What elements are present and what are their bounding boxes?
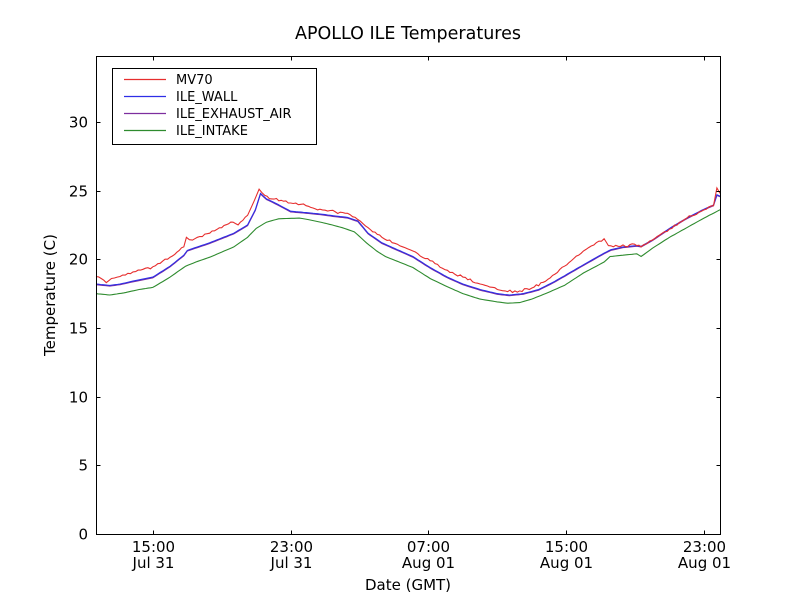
- y-tick-label: 0: [78, 526, 88, 544]
- legend-item-ile_intake: ILE_INTAKE: [124, 124, 248, 139]
- legend-item-ile_exhaust_air: ILE_EXHAUST_AIR: [124, 107, 292, 122]
- legend-label: ILE_INTAKE: [176, 124, 248, 139]
- y-tick-label: 5: [78, 457, 88, 475]
- y-tick-label: 15: [69, 320, 88, 338]
- x-tick-label-date: Aug 01: [540, 554, 593, 572]
- x-tick-label-date: Aug 01: [402, 554, 455, 572]
- y-axis-label: Temperature (C): [41, 234, 59, 357]
- x-tick-label-time: 07:00: [407, 538, 450, 556]
- legend: MV70 ILE_WALL ILE_EXHAUST_AIR ILE_INTAKE: [112, 68, 317, 145]
- legend-item-mv70: MV70: [124, 73, 213, 88]
- legend-label: ILE_WALL: [176, 90, 238, 105]
- y-tick-label: 20: [69, 251, 88, 269]
- y-tick-label: 30: [69, 114, 88, 132]
- series-line-ile_wall: [95, 192, 721, 296]
- legend-item-ile_wall: ILE_WALL: [124, 90, 238, 105]
- chart-title: APOLLO ILE Temperatures: [295, 24, 521, 44]
- x-tick-label-time: 15:00: [132, 538, 175, 556]
- x-tick-label-time: 15:00: [545, 538, 588, 556]
- x-tick-label-date: Jul 31: [132, 554, 175, 572]
- y-tick-label: 25: [69, 183, 88, 201]
- series-line-ile_exhaust_air: [95, 193, 721, 297]
- series-line-ile_intake: [95, 209, 721, 304]
- legend-label: MV70: [176, 73, 213, 88]
- legend-box: [112, 68, 317, 145]
- plot-frame: [96, 56, 721, 535]
- y-tick-label: 10: [69, 389, 88, 407]
- series-line-mv70: [95, 186, 721, 294]
- x-tick-label-date: Jul 31: [270, 554, 313, 572]
- x-tick-label-time: 23:00: [683, 538, 726, 556]
- x-axis-label: Date (GMT): [365, 576, 451, 594]
- x-tick-label-date: Aug 01: [678, 554, 731, 572]
- legend-label: ILE_EXHAUST_AIR: [176, 107, 292, 122]
- plot-series: [95, 186, 721, 304]
- x-tick-label-time: 23:00: [270, 538, 313, 556]
